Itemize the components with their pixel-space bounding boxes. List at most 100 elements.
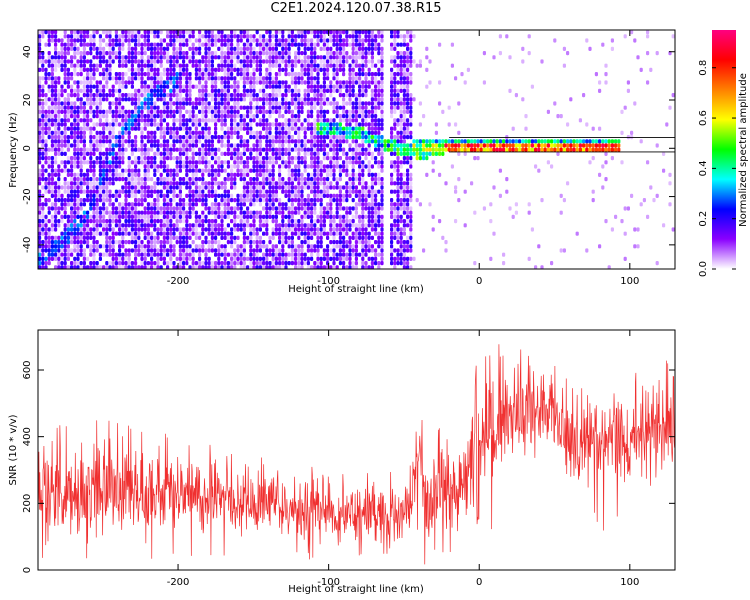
spectrogram-cell — [217, 114, 221, 119]
spectrogram-cell — [236, 202, 240, 207]
spectrogram-cell — [98, 210, 102, 215]
spectrogram-cell — [249, 223, 253, 228]
spectrogram-cell — [281, 135, 285, 140]
spectrogram-cell — [172, 147, 176, 152]
spectrogram-cell — [137, 181, 141, 186]
spectrogram-cell — [153, 252, 157, 257]
spectrogram-cell — [226, 63, 230, 68]
spectrogram-cell — [198, 72, 202, 77]
spectrogram-cell — [348, 210, 352, 215]
spectrogram-cell — [230, 147, 234, 152]
spectrogram-cell — [121, 55, 125, 60]
spectrogram-cell — [82, 198, 86, 203]
spectrogram-cell — [258, 248, 262, 253]
spectrogram-cell — [162, 88, 166, 93]
spectrogram-cell — [249, 109, 253, 114]
spectrogram-cell — [143, 30, 147, 35]
spectrogram-cell — [66, 248, 70, 253]
spectrogram-cell — [108, 227, 112, 232]
spectrogram-cell — [370, 130, 374, 135]
spectrogram-cell — [153, 51, 157, 56]
spectrogram-cell — [271, 235, 275, 240]
spectrogram-cell — [137, 198, 141, 203]
spectrogram-cell — [230, 240, 234, 245]
spectrogram-cell — [102, 181, 106, 186]
spectrogram-cell — [204, 30, 208, 35]
spectrogram-cell — [76, 160, 80, 165]
spectrogram-cell — [262, 38, 266, 43]
spectrogram-cell — [204, 198, 208, 203]
spectrogram-cell — [284, 51, 288, 56]
spectrogram-cell — [44, 118, 48, 123]
spectrogram-cell — [303, 143, 307, 148]
spectrogram-cell — [92, 84, 96, 89]
spectrogram-cell — [335, 156, 339, 161]
spectrogram-cell — [137, 223, 141, 228]
spectrogram-cell — [297, 235, 301, 240]
spectrogram-cell — [54, 256, 58, 261]
spectrogram-cell — [162, 97, 166, 102]
spectrogram-cell — [210, 185, 214, 190]
spectrogram-cell — [143, 219, 147, 224]
spectrogram-cell — [258, 135, 262, 140]
spectrogram-cell — [223, 76, 227, 81]
spectrogram-cell — [178, 76, 182, 81]
spectrogram-cell — [41, 231, 45, 236]
spectrogram-cell — [358, 101, 362, 106]
spectrogram-cell — [294, 156, 298, 161]
spectrogram-cell — [370, 151, 374, 156]
spectrogram-cell — [246, 143, 250, 148]
spectrogram-cell — [326, 206, 330, 211]
spectrogram-cell — [271, 248, 275, 253]
spectrogram-cell — [166, 143, 170, 148]
spectrogram-cell — [358, 42, 362, 47]
spectrogram-cell — [310, 55, 314, 60]
spectrogram-cell — [386, 139, 390, 144]
spectrogram-cell — [377, 59, 381, 64]
spectrogram-cell — [210, 261, 214, 266]
spectrogram-cell — [278, 84, 282, 89]
spectrogram-cell — [95, 109, 99, 114]
spectrogram-cell — [82, 256, 86, 261]
spectrogram-cell — [204, 84, 208, 89]
spectrogram-cell — [326, 42, 330, 47]
spectrogram-cell — [54, 88, 58, 93]
spectrogram-cell — [319, 34, 323, 39]
spectrogram-cell — [306, 109, 310, 114]
spectrogram-cell — [169, 219, 173, 224]
spectrogram-cell — [255, 265, 259, 269]
spectrogram-cell — [54, 42, 58, 47]
spectrogram-cell — [175, 240, 179, 245]
spectrogram-cell — [127, 168, 131, 173]
spectrogram-cell — [370, 42, 374, 47]
spectrogram-cell — [338, 244, 342, 249]
spectrogram-cell — [73, 198, 77, 203]
spectrogram-cell — [92, 206, 96, 211]
spectrogram-cell — [191, 151, 195, 156]
spectrogram-cell — [204, 109, 208, 114]
spectrogram-cell — [114, 151, 118, 156]
spectrogram-cell — [204, 126, 208, 131]
spectrogram-cell — [153, 135, 157, 140]
spectrogram-cell — [201, 156, 205, 161]
spectrogram-cell — [44, 97, 48, 102]
spectrogram-cell — [140, 72, 144, 77]
spectrogram-cell — [60, 42, 64, 47]
spectrogram-cell — [50, 109, 54, 114]
spectrogram-cell — [82, 151, 86, 156]
spectrogram-cell — [310, 72, 314, 77]
spectrogram-cell — [169, 38, 173, 43]
spectrogram-cell — [194, 51, 198, 56]
spectrogram-cell — [188, 101, 192, 106]
spectrogram-cell — [188, 227, 192, 232]
spectrogram-cell — [102, 151, 106, 156]
spectrogram-cell — [319, 261, 323, 266]
spectrogram-cell — [178, 38, 182, 43]
spectrogram-cell — [54, 97, 58, 102]
spectrogram-cell — [118, 46, 122, 51]
spectrogram-cell — [178, 118, 182, 123]
spectrogram-cell — [377, 135, 381, 140]
spectrogram-cell — [70, 265, 74, 269]
spectrogram-cell — [319, 177, 323, 182]
spectrogram-cell — [162, 126, 166, 131]
